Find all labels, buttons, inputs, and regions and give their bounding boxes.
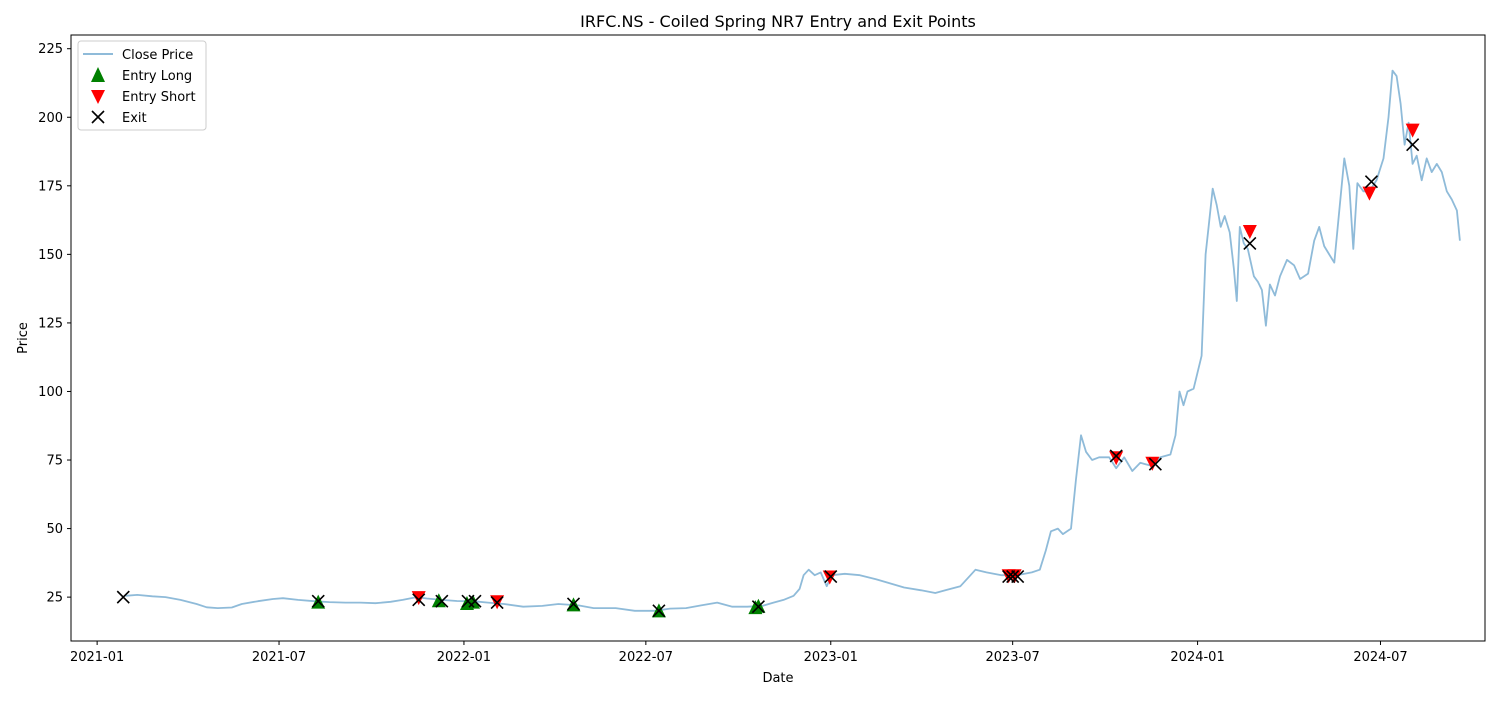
x-tick-label: 2023-07	[985, 650, 1039, 665]
marker-entry-short	[411, 591, 426, 606]
y-axis-label: Price	[16, 322, 31, 354]
y-tick-label: 200	[38, 111, 63, 126]
legend-label-close-price: Close Price	[122, 48, 193, 63]
y-tick-label: 100	[38, 385, 63, 400]
x-axis: 2021-01 2021-07 2022-01 2022-07 2023-01 2023-…	[70, 641, 1408, 665]
y-tick-label: 75	[46, 454, 63, 469]
marker-exit	[566, 597, 581, 611]
marker-exit	[1011, 569, 1025, 584]
marker-exit	[1109, 449, 1123, 463]
marker-exit	[1243, 236, 1257, 250]
y-tick-label: 150	[38, 248, 63, 263]
x-tick-label: 2024-01	[1170, 650, 1224, 665]
marker-entry-long	[465, 594, 480, 609]
x-tick-label: 2022-07	[619, 650, 673, 665]
plot-area	[70, 34, 1486, 642]
marker-exit	[1148, 457, 1162, 471]
marker-exit	[652, 604, 666, 618]
x-tick-label: 2022-01	[437, 650, 491, 665]
marker-exit	[311, 594, 325, 608]
y-tick-label: 125	[38, 316, 63, 331]
marker-exit	[490, 596, 504, 610]
marker-exit	[468, 594, 482, 608]
legend: Close Price Entry Long Entry Short Exit	[77, 40, 207, 131]
marker-entry-short	[1145, 456, 1160, 471]
x-tick-label: 2024-07	[1353, 650, 1407, 665]
series-layer	[116, 69, 1461, 618]
marker-entry-short	[1007, 569, 1022, 584]
x-tick-label: 2021-07	[252, 650, 306, 665]
marker-exit	[824, 569, 838, 584]
legend-label-entry-short: Entry Short	[122, 90, 196, 105]
chart-title: IRFC.NS - Coiled Spring NR7 Entry and Ex…	[580, 12, 976, 31]
legend-label-exit: Exit	[122, 111, 147, 126]
x-tick-label: 2021-01	[70, 650, 124, 665]
legend-swatch-entry-short	[91, 90, 105, 104]
marker-exit	[116, 590, 130, 604]
marker-exit	[1364, 175, 1379, 189]
marker-exit	[751, 600, 765, 614]
y-axis: 25 50 75 100 125 150 175 200 225	[38, 42, 71, 606]
marker-entry-short	[1109, 451, 1124, 466]
series-line-close-price	[125, 69, 1461, 612]
x-axis-label: Date	[762, 671, 793, 686]
y-tick-label: 50	[46, 522, 63, 537]
x-tick-label: 2023-01	[804, 650, 858, 665]
marker-entry-short	[1362, 186, 1377, 201]
legend-swatch-exit	[91, 110, 105, 124]
legend-swatch-entry-long	[91, 67, 105, 82]
marker-entry-short	[1242, 225, 1257, 240]
marker-exit	[412, 593, 426, 607]
legend-box	[77, 40, 207, 131]
marker-exit	[1406, 138, 1420, 152]
marker-entry-short	[1405, 123, 1420, 138]
marker-entry-long	[431, 593, 446, 608]
y-tick-label: 225	[38, 42, 63, 57]
marker-exit	[435, 594, 449, 608]
y-tick-label: 25	[46, 591, 63, 606]
legend-label-entry-long: Entry Long	[122, 69, 192, 84]
marker-exit	[1006, 569, 1020, 584]
y-tick-label: 175	[38, 179, 63, 194]
